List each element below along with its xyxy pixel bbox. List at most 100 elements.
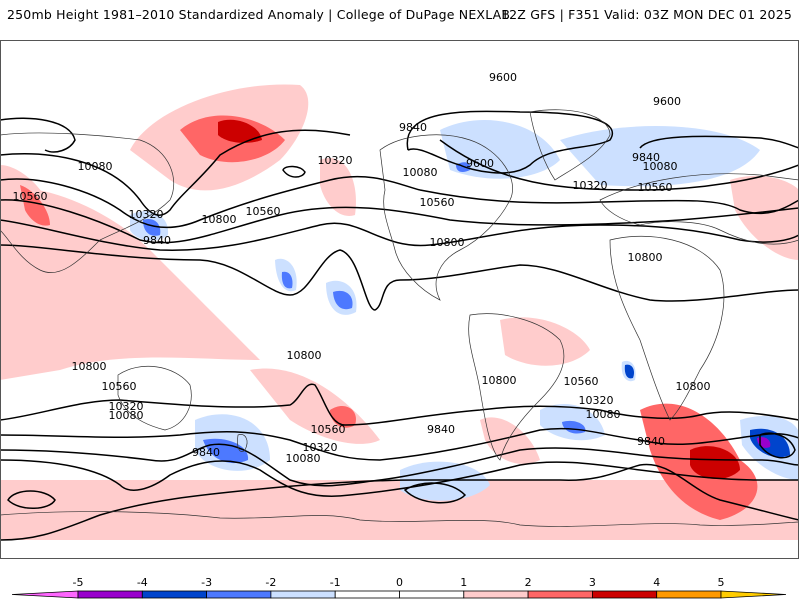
colorbar-max-arrow [720,590,787,599]
colorbar-bin [141,590,208,599]
contour-label: 10320 [129,208,164,221]
colorbar-bin [527,590,593,599]
australia-outline [117,365,192,431]
contour-9840-south [0,463,799,541]
contour-9840-north-atlantic [439,139,799,191]
contour-label: 10800 [72,360,107,373]
positive-anomaly-pacific-north [320,158,356,216]
contour-10320-loop [282,165,306,178]
contour-label: 10800 [202,213,237,226]
africa-outline [609,235,725,421]
contour-label: 10080 [643,160,678,173]
asia-east-outline [0,132,174,273]
positive-anomaly-indian-south-core [690,446,740,480]
contour-label: 10080 [109,409,144,422]
colorbar-bin [270,590,336,599]
contour-label: 9600 [653,95,681,108]
contour-9840-okhotsk [0,129,351,216]
contour-label: 9840 [637,435,665,448]
europe-asia-outline [599,173,799,245]
contour-madagascar-loop [759,432,796,459]
positive-anomaly-tropics-west [0,188,260,380]
colorbar-tick-label: 2 [525,576,532,589]
negative-anomaly-japan-core [143,219,161,236]
contour-label: 10560 [564,375,599,388]
contour-label: 10320 [573,179,608,192]
contour-label: 9840 [192,446,220,459]
contour-label: 9840 [399,121,427,134]
height-contours [0,110,799,541]
negative-anomaly-atlantic-eq-core [624,364,635,379]
contour-10080-mid [419,189,799,215]
contour-10800-south [0,383,799,426]
colorbar-tick-label: -1 [330,576,341,589]
colorbar-bin [463,590,529,599]
positive-anomaly-mideast [730,175,799,260]
colorbar-tick-label: -3 [201,576,212,589]
contour-label: 9600 [466,157,494,170]
contour-10080-north [0,175,421,229]
colorbar-tick-label: -4 [137,576,148,589]
contour-9840-closed-sw [7,490,56,509]
colorbar-tick-label: -5 [73,576,84,589]
contour-label: 10800 [482,374,517,387]
colorbar-tick-label: 1 [460,576,467,589]
contour-9600-arctic [406,110,614,174]
coastlines [0,109,799,527]
contour-10560-south [0,427,799,461]
contour-label: 10320 [579,394,614,407]
negative-anomaly-pacific-1-core [281,271,293,289]
north-america-outline [379,134,513,301]
contour-9600-norwegian [639,135,799,149]
colorbar-tick-label: 5 [718,576,725,589]
contour-label: 10320 [303,441,338,454]
contour-label: 10080 [286,452,321,465]
contour-label: 10080 [78,160,113,173]
antarctica-outline [0,511,799,527]
contour-label: 10080 [586,408,621,421]
contour-10080-south [0,459,799,497]
contour-label: 9840 [427,423,455,436]
greenland-outline [529,109,611,181]
contour-label: 10560 [420,196,455,209]
map-frame [0,40,799,559]
colorbar: -5 -4 -3 -2 -1 0 1 2 3 4 5 [11,576,787,599]
colorbar-bin [334,590,400,599]
contour-label: 10560 [311,423,346,436]
contour-10560 [0,219,799,251]
model-run-info: 12Z GFS | F351 Valid: 03Z MON DEC 01 202… [500,7,792,22]
contour-label: 10800 [628,251,663,264]
contour-label: 10800 [430,236,465,249]
colorbar-tick-labels: -5 -4 -3 -2 -1 0 1 2 3 4 5 [73,576,725,589]
colorbar-bin [206,590,272,599]
contour-labels: 9600 9600 9600 9840 9840 9840 10080 1008… [13,71,711,465]
contour-label: 10320 [318,154,353,167]
colorbar-bin [656,590,722,599]
positive-anomaly-china-2 [20,185,50,226]
colorbar-bins [11,590,787,599]
contour-label: 10800 [676,380,711,393]
contour-label: 10560 [638,181,673,194]
contour-label: 10560 [246,205,281,218]
anomaly-map: 9600 9600 9600 9840 9840 9840 10080 1008… [0,40,799,559]
colorbar-bin [399,590,465,599]
colorbar-tick-label: 4 [653,576,660,589]
colorbar-tick-label: 0 [396,576,403,589]
colorbar-bin [592,590,658,599]
negative-anomaly-north-atlantic [560,126,760,187]
colorbar-tick-label: -2 [265,576,276,589]
contour-10800-north [0,244,799,311]
contour-10320 [0,199,799,244]
contour-label: 10320 [109,400,144,413]
colorbar-bin [77,590,143,599]
contour-label: 10560 [102,380,137,393]
positive-anomaly-amazon [500,317,590,366]
contour-label: 10080 [403,166,438,179]
positive-anomaly-bering-3 [218,119,262,143]
south-america-outline [468,313,565,461]
contour-9840-north [0,117,76,153]
negative-anomaly-pacific-2-core [333,290,353,310]
contour-label: 10560 [13,190,48,203]
contour-label: 9600 [489,71,517,84]
contour-label: 10800 [287,349,322,362]
